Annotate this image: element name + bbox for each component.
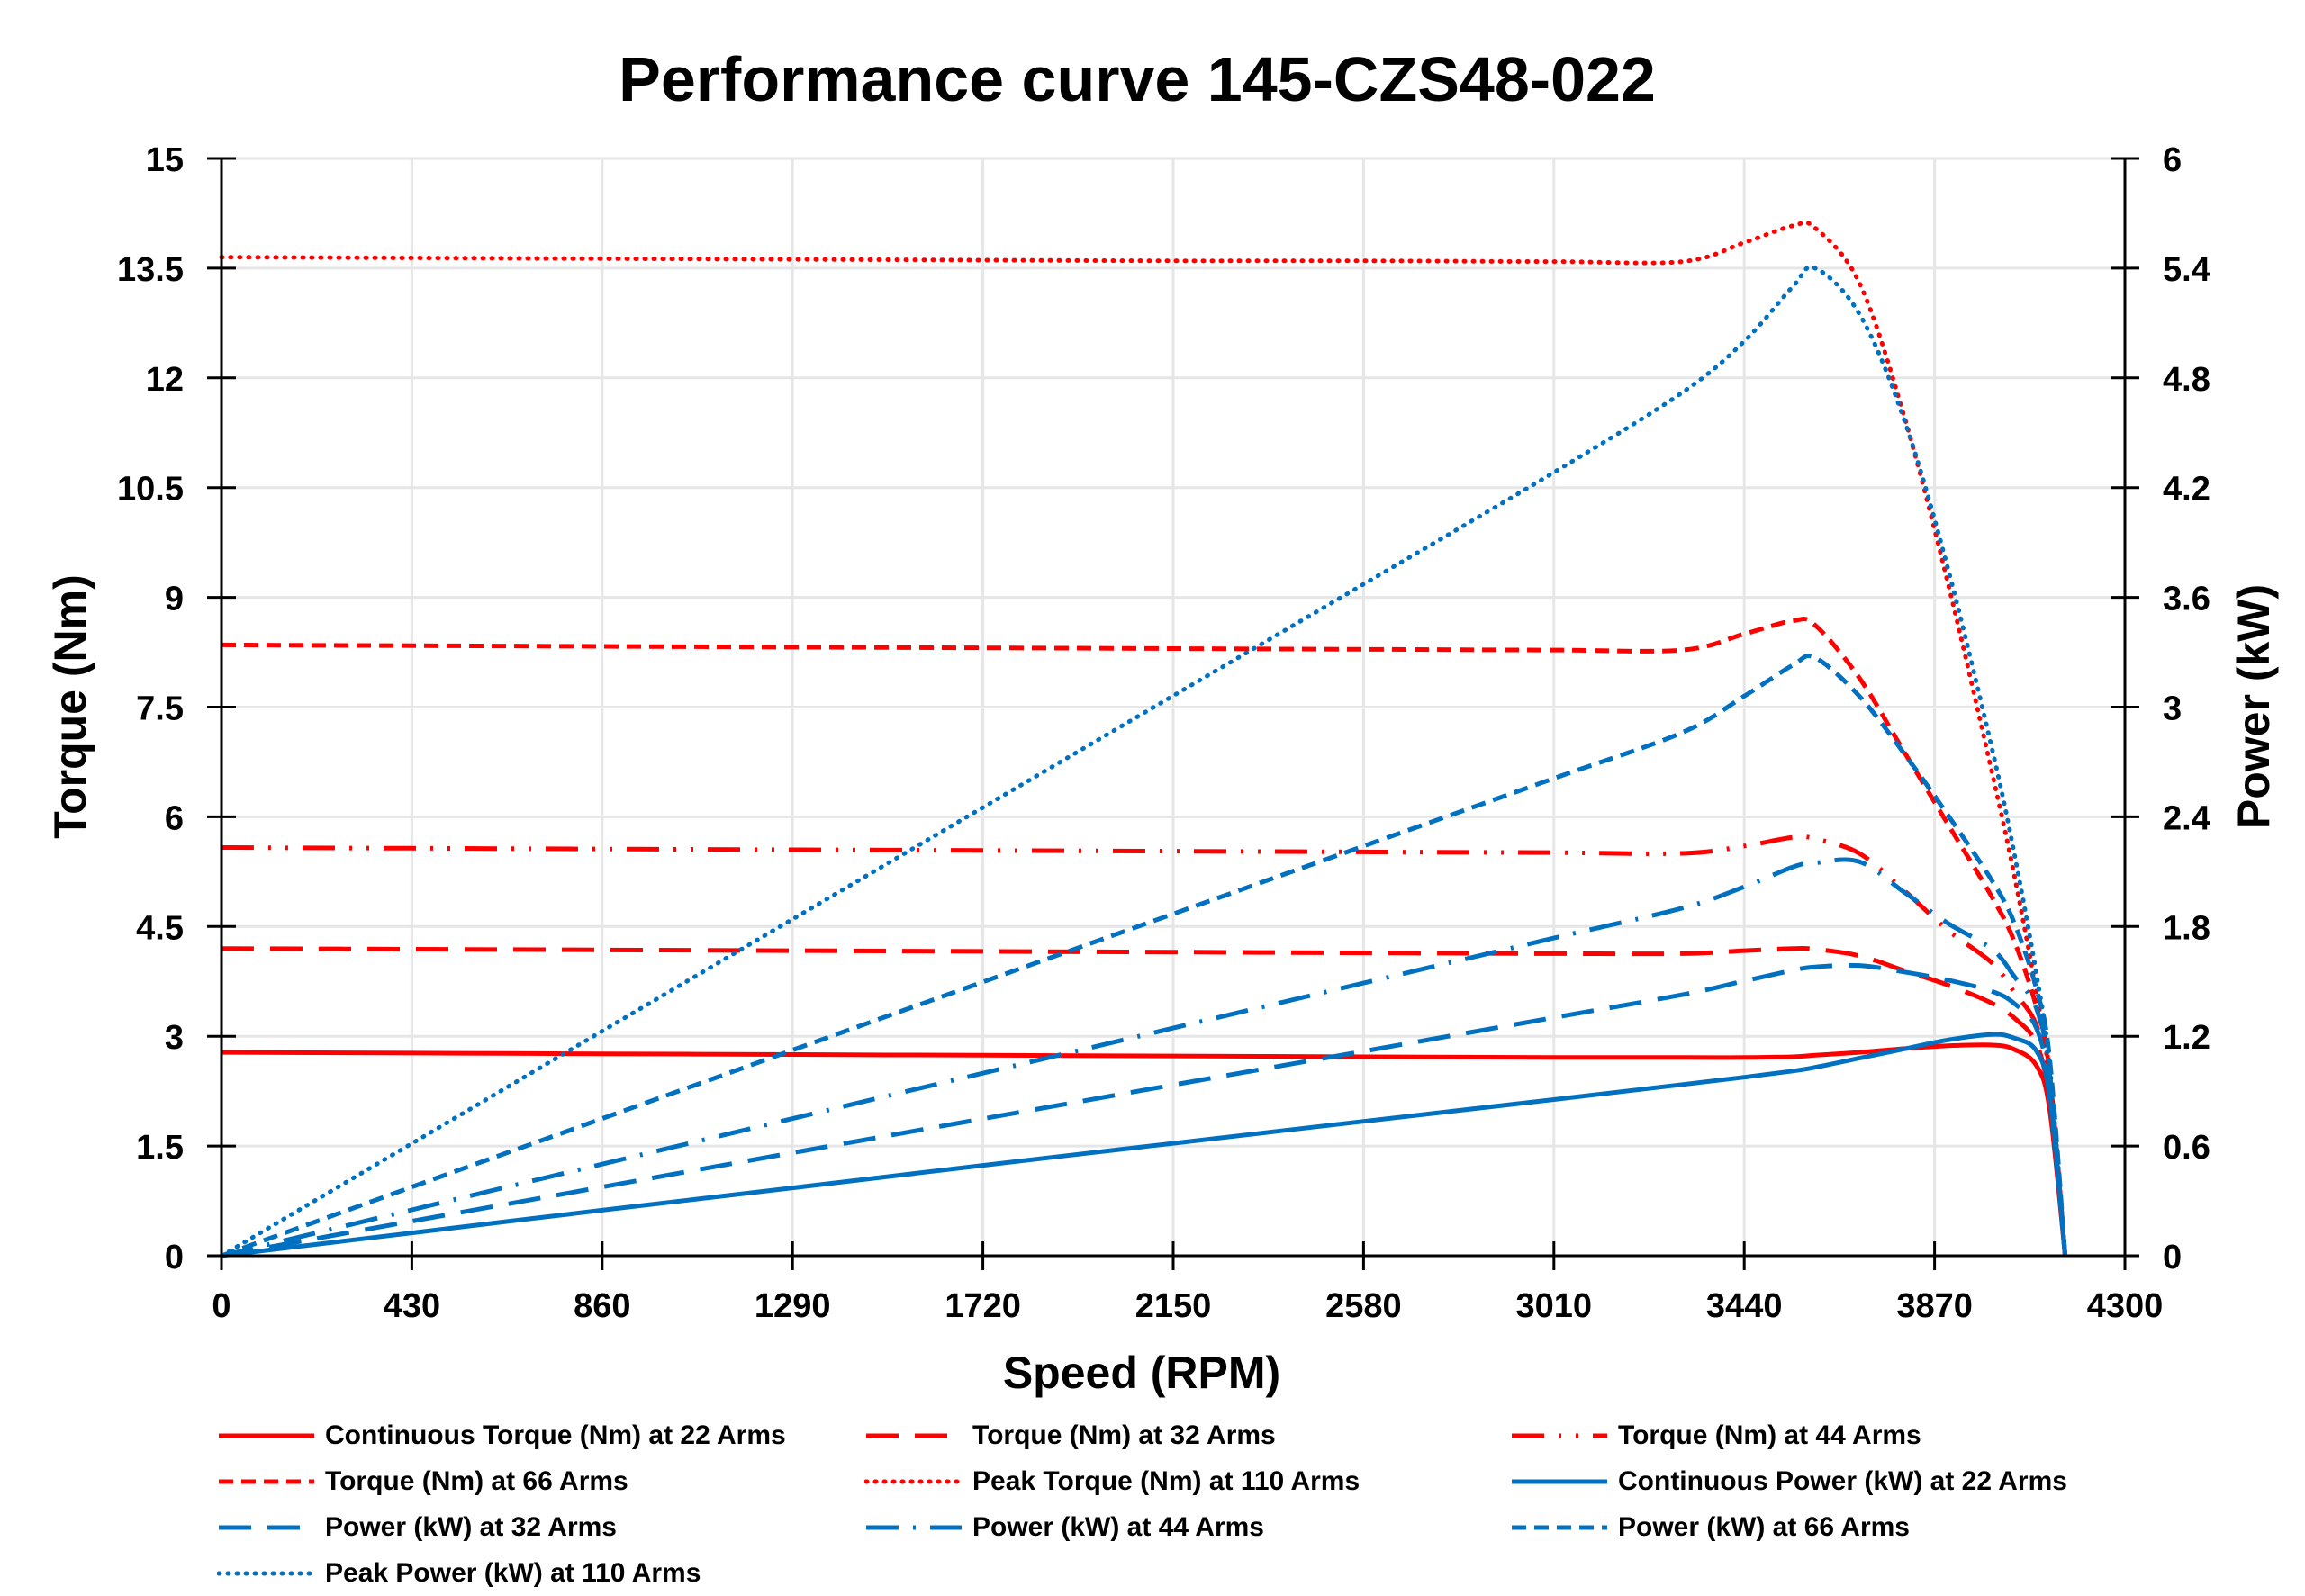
performance-chart: Performance curve 145-CZS48-022 0 430 860 1…: [45, 44, 2279, 1398]
x-tick-label: 430: [384, 1287, 440, 1325]
x-tick-label: 4300: [2087, 1287, 2164, 1325]
y2-tick-label: 2.4: [2163, 799, 2210, 837]
series-line-9: [221, 654, 2068, 1258]
y-tick-label: 9: [165, 581, 184, 618]
series-line-4: [221, 616, 2068, 1257]
legend-line-swatch: [866, 1433, 962, 1438]
y2-tick-label: 4.8: [2163, 361, 2210, 399]
legend-item: Torque (Nm) at 66 Arms: [217, 1459, 628, 1504]
x-tick-label: 860: [574, 1287, 630, 1325]
x-tick-label: 1720: [945, 1287, 1021, 1325]
y2-tick-label: 3.6: [2163, 581, 2210, 618]
axes: 0 430 860 1290 1720 2150 2580 3010 3440 3870 43000…: [117, 141, 2210, 1325]
y2-tick-label: 4.2: [2163, 471, 2210, 509]
legend-item: Power (kW) at 44 Arms: [864, 1505, 1264, 1550]
series-line-2: [221, 945, 2068, 1257]
y2-tick-label: 5.4: [2163, 251, 2210, 289]
legend-line-swatch: [866, 1525, 962, 1530]
legend-label: Torque (Nm) at 66 Arms: [325, 1466, 628, 1496]
series-line-7: [221, 962, 2068, 1258]
y2-tick-label: 0: [2163, 1239, 2182, 1276]
y-tick-label: 3: [165, 1019, 184, 1057]
legend-line-swatch: [864, 1479, 963, 1484]
legend-line-swatch: [217, 1571, 316, 1576]
legend-label: Torque (Nm) at 44 Arms: [1618, 1420, 1921, 1450]
series-line-10: [219, 265, 2068, 1258]
y-tick-label: 13.5: [117, 251, 184, 289]
y2-tick-label: 1.2: [2163, 1019, 2210, 1057]
legend-label: Continuous Torque (Nm) at 22 Arms: [325, 1420, 786, 1450]
legend-item: Torque (Nm) at 44 Arms: [1510, 1413, 1921, 1458]
legend-line-swatch: [219, 1433, 314, 1438]
gridlines: [221, 157, 2125, 1256]
legend-item: Continuous Power (kW) at 22 Arms: [1510, 1459, 2067, 1504]
x-tick-label: 2580: [1325, 1287, 1402, 1325]
x-tick-label: 0: [212, 1287, 230, 1325]
y-tick-label: 15: [146, 141, 184, 179]
legend-item: Power (kW) at 32 Arms: [217, 1505, 617, 1550]
series-line-1: [221, 1042, 2068, 1257]
series-line-5: [219, 220, 2068, 1258]
y-tick-label: 12: [146, 361, 184, 399]
legend-label: Torque (Nm) at 32 Arms: [972, 1420, 1276, 1450]
x-axis-label: Speed (RPM): [1003, 1348, 1280, 1398]
y-tick-label: 0: [165, 1239, 184, 1276]
chart-title: Performance curve 145-CZS48-022: [619, 44, 1656, 114]
legend-line-swatch: [1512, 1525, 1607, 1530]
x-tick-label: 1290: [755, 1287, 831, 1325]
series-line-6: [221, 1032, 2068, 1258]
legend-label: Power (kW) at 66 Arms: [1618, 1512, 1910, 1542]
y2-tick-label: 1.8: [2163, 909, 2210, 947]
x-tick-label: 3870: [1896, 1287, 1973, 1325]
legend-line-swatch: [219, 1525, 314, 1530]
series-line-8: [221, 857, 2068, 1258]
legend-label: Peak Power (kW) at 110 Arms: [325, 1558, 701, 1588]
x-tick-label: 2150: [1135, 1287, 1212, 1325]
legend-line-swatch: [1512, 1479, 1607, 1484]
legend-item: Torque (Nm) at 32 Arms: [864, 1413, 1276, 1458]
series-lines: [219, 220, 2068, 1258]
legend-item: Power (kW) at 66 Arms: [1510, 1505, 1910, 1550]
y-axis-label: Torque (Nm): [45, 574, 95, 838]
y-tick-label: 1.5: [136, 1129, 184, 1167]
legend-label: Peak Torque (Nm) at 110 Arms: [972, 1466, 1360, 1496]
x-tick-label: 3440: [1706, 1287, 1783, 1325]
y-tick-label: 7.5: [136, 690, 184, 728]
y-tick-label: 6: [165, 799, 184, 837]
y2-axis-label: Power (kW): [2228, 584, 2279, 829]
y-tick-label: 4.5: [136, 909, 184, 947]
legend-item: Peak Torque (Nm) at 110 Arms: [864, 1459, 1360, 1504]
legend-label: Power (kW) at 32 Arms: [325, 1512, 617, 1542]
y2-tick-label: 3: [2163, 690, 2182, 728]
series-line-3: [221, 834, 2068, 1257]
y2-tick-label: 6: [2163, 141, 2182, 179]
legend-label: Power (kW) at 44 Arms: [972, 1512, 1264, 1542]
legend-line-swatch: [1512, 1433, 1607, 1438]
x-tick-label: 3010: [1516, 1287, 1593, 1325]
y-tick-label: 10.5: [117, 471, 184, 509]
y2-tick-label: 0.6: [2163, 1129, 2210, 1167]
legend-label: Continuous Power (kW) at 22 Arms: [1618, 1466, 2067, 1496]
legend-item: Continuous Torque (Nm) at 22 Arms: [217, 1413, 786, 1458]
legend-item: Peak Power (kW) at 110 Arms: [217, 1551, 701, 1596]
legend-line-swatch: [219, 1479, 314, 1484]
